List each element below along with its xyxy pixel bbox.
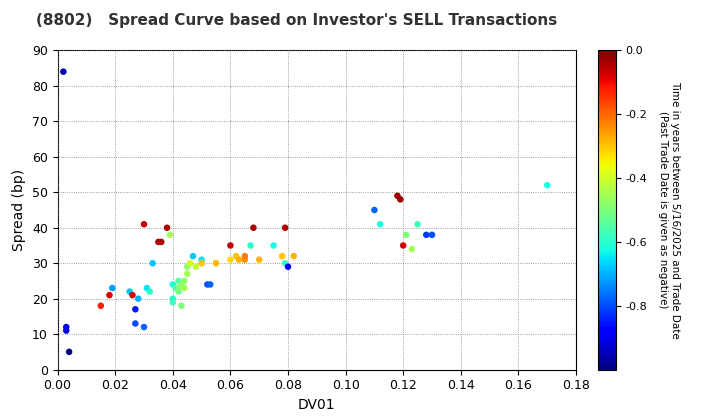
Point [204, 281, 216, 288]
Point [179, 278, 190, 284]
Point [138, 324, 150, 331]
Point [190, 263, 202, 270]
Point [210, 260, 222, 267]
Point [132, 295, 144, 302]
Point [374, 221, 386, 228]
Point [176, 302, 187, 309]
Point [397, 242, 409, 249]
Point [248, 224, 259, 231]
Point [392, 192, 403, 199]
X-axis label: DV01: DV01 [298, 398, 336, 412]
Point [63, 349, 75, 355]
Point [144, 288, 156, 295]
Point [167, 295, 179, 302]
Point [170, 285, 181, 291]
Point [147, 260, 158, 267]
Point [230, 253, 242, 260]
Point [156, 239, 167, 245]
Point [60, 324, 72, 331]
Point [179, 285, 190, 291]
Point [239, 253, 251, 260]
Point [426, 231, 438, 238]
Y-axis label: Spread (bp): Spread (bp) [12, 169, 27, 251]
Point [187, 253, 199, 260]
Point [173, 278, 184, 284]
Point [276, 253, 288, 260]
Point [253, 256, 265, 263]
Point [153, 239, 164, 245]
Point [279, 260, 291, 267]
Point [95, 302, 107, 309]
Point [395, 196, 406, 203]
Point [107, 285, 118, 291]
Point [141, 285, 153, 291]
Point [176, 281, 187, 288]
Point [130, 320, 141, 327]
Point [181, 263, 193, 270]
Point [268, 242, 279, 249]
Point [369, 207, 380, 213]
Point [279, 224, 291, 231]
Point [541, 182, 553, 189]
Point [58, 68, 69, 75]
Y-axis label: Time in years between 5/16/2025 and Trade Date
(Past Trade Date is given as nega: Time in years between 5/16/2025 and Trad… [658, 81, 680, 339]
Point [167, 281, 179, 288]
Point [173, 285, 184, 291]
Point [225, 242, 236, 249]
Point [130, 306, 141, 312]
Point [196, 260, 207, 267]
Point [60, 327, 72, 334]
Point [406, 246, 418, 252]
Point [412, 221, 423, 228]
Point [184, 260, 196, 267]
Point [196, 260, 207, 267]
Point [127, 292, 138, 299]
Point [104, 292, 115, 299]
Text: (8802)   Spread Curve based on Investor's SELL Transactions: (8802) Spread Curve based on Investor's … [36, 13, 557, 28]
Point [202, 281, 213, 288]
Point [420, 231, 432, 238]
Point [161, 224, 173, 231]
Point [196, 256, 207, 263]
Point [282, 263, 294, 270]
Point [400, 231, 412, 238]
Point [173, 288, 184, 295]
Point [167, 299, 179, 306]
Point [124, 288, 135, 295]
Point [181, 270, 193, 277]
Point [138, 221, 150, 228]
Point [164, 231, 176, 238]
Point [225, 256, 236, 263]
Point [239, 256, 251, 263]
Point [233, 256, 245, 263]
Point [245, 242, 256, 249]
Point [288, 253, 300, 260]
